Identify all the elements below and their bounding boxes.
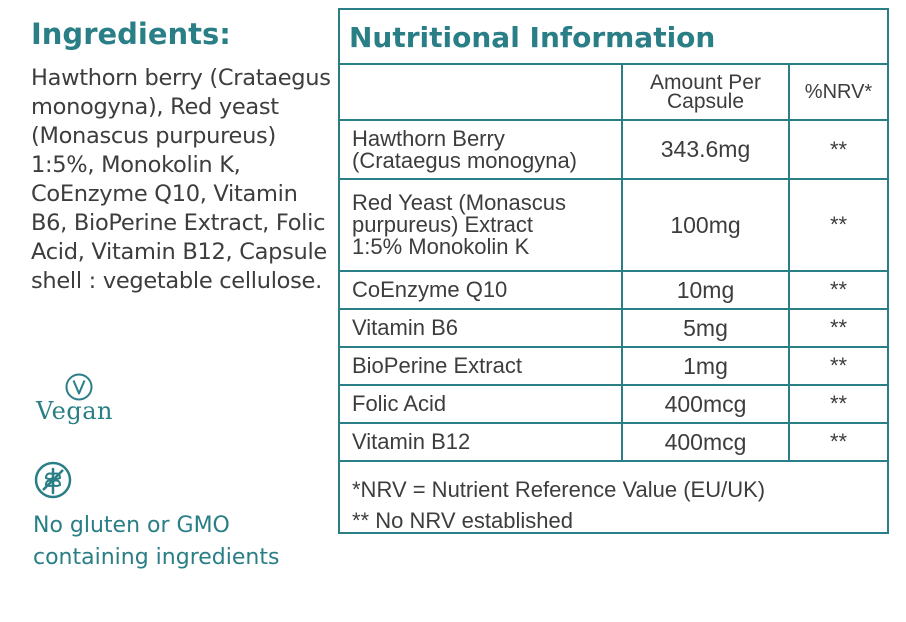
ingredients-list: Hawthorn berry (Crataegus monogyna), Red… bbox=[31, 65, 331, 294]
table-row: Vitamin B12 400mcg ** bbox=[340, 424, 887, 462]
nutrient-nrv: ** bbox=[788, 348, 887, 384]
nutrition-table: Nutritional Information Amount Per Capsu… bbox=[338, 8, 889, 534]
nutrient-nrv: ** bbox=[788, 310, 887, 346]
nutrient-nrv: ** bbox=[788, 424, 887, 460]
header-amount: Amount Per Capsule bbox=[621, 65, 788, 119]
wheat-circle-icon bbox=[33, 460, 73, 505]
table-row: CoEnzyme Q10 10mg ** bbox=[340, 272, 887, 310]
header-nrv: %NRV* bbox=[788, 65, 887, 119]
nutrient-name: Vitamin B12 bbox=[352, 429, 471, 454]
vegan-v-icon bbox=[64, 372, 94, 407]
nutrient-amount: 343.6mg bbox=[621, 121, 788, 178]
vegan-label: Vegan bbox=[36, 397, 113, 425]
nutrient-name: CoEnzyme Q10 bbox=[352, 277, 508, 302]
nutrient-name: Hawthorn Berry (Crataegus monogyna) bbox=[352, 125, 578, 173]
nutrient-nrv: ** bbox=[788, 121, 887, 178]
ingredients-heading: Ingredients: bbox=[31, 17, 231, 51]
nutrient-amount: 400mcg bbox=[621, 386, 788, 422]
ingredients-section: Ingredients: Hawthorn berry (Crataegus m… bbox=[31, 14, 331, 296]
nutrient-amount: 1mg bbox=[621, 348, 788, 384]
footnote-nrv: *NRV = Nutrient Reference Value (EU/UK) bbox=[352, 477, 766, 502]
nutrient-amount: 10mg bbox=[621, 272, 788, 308]
table-row: Hawthorn Berry (Crataegus monogyna) 343.… bbox=[340, 121, 887, 180]
nutrient-amount: 400mcg bbox=[621, 424, 788, 460]
table-footnotes: *NRV = Nutrient Reference Value (EU/UK) … bbox=[340, 462, 887, 536]
nutrient-name: Folic Acid bbox=[352, 391, 447, 416]
footnote-no-nrv: ** No NRV established bbox=[352, 508, 573, 533]
nutrient-amount: 100mg bbox=[621, 180, 788, 270]
nutrient-name: Red Yeast (Monascus purpureus) Extract 1… bbox=[352, 190, 567, 259]
nutrient-nrv: ** bbox=[788, 272, 887, 308]
table-row: Vitamin B6 5mg ** bbox=[340, 310, 887, 348]
nutrient-nrv: ** bbox=[788, 180, 887, 270]
nutrition-title: Nutritional Information bbox=[340, 10, 887, 65]
table-row: Red Yeast (Monascus purpureus) Extract 1… bbox=[340, 180, 887, 272]
header-name bbox=[340, 65, 621, 119]
table-header-row: Amount Per Capsule %NRV* bbox=[340, 65, 887, 121]
nutrient-nrv: ** bbox=[788, 386, 887, 422]
table-row: Folic Acid 400mcg ** bbox=[340, 386, 887, 424]
nutrient-name: BioPerine Extract bbox=[352, 353, 522, 378]
table-row: BioPerine Extract 1mg ** bbox=[340, 348, 887, 386]
gluten-free-text: No gluten or GMO containing ingredients bbox=[33, 513, 280, 570]
nutrient-name: Vitamin B6 bbox=[352, 315, 458, 340]
nutrient-amount: 5mg bbox=[621, 310, 788, 346]
